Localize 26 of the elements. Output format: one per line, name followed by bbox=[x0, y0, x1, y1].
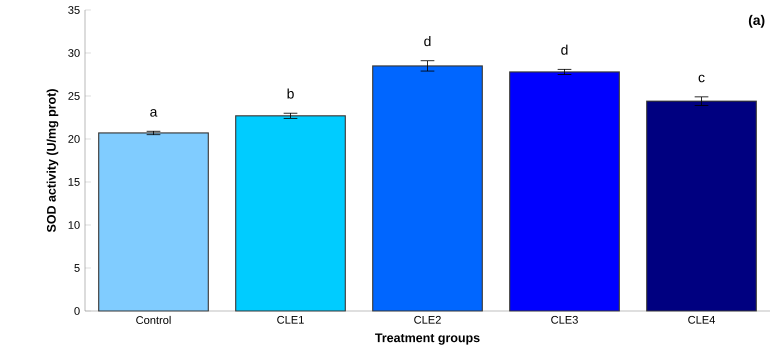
y-tick-label: 30 bbox=[68, 49, 80, 57]
y-tick-label: 15 bbox=[68, 178, 80, 186]
annotation: d bbox=[424, 36, 430, 46]
y-tick-label: 20 bbox=[68, 135, 80, 143]
y-tick-label: 35 bbox=[68, 6, 80, 14]
y-tick-label: 5 bbox=[74, 264, 80, 272]
annotation: (a) bbox=[748, 14, 764, 28]
annotation: d bbox=[561, 44, 568, 55]
y-axis-title: SOD activity (U/mg prot) bbox=[46, 89, 58, 232]
y-tick-label: 0 bbox=[74, 307, 80, 315]
x-tick-label: CLE1 bbox=[277, 316, 304, 324]
y-tick-label: 10 bbox=[68, 221, 80, 229]
x-tick-label: CLE3 bbox=[551, 316, 578, 324]
annotation: b bbox=[288, 88, 294, 99]
annotation: c bbox=[698, 74, 705, 82]
annotation: a bbox=[150, 109, 158, 117]
y-tick-label: 25 bbox=[68, 92, 80, 100]
x-tick-label: CLE2 bbox=[414, 316, 441, 324]
x-axis-title: Treatment groups bbox=[375, 334, 480, 345]
bar bbox=[235, 115, 346, 312]
bar bbox=[509, 71, 620, 312]
bar bbox=[372, 65, 483, 312]
bar bbox=[98, 132, 209, 312]
x-tick-label: Control bbox=[136, 316, 171, 324]
bar bbox=[646, 100, 757, 312]
x-tick-label: CLE4 bbox=[688, 316, 716, 324]
